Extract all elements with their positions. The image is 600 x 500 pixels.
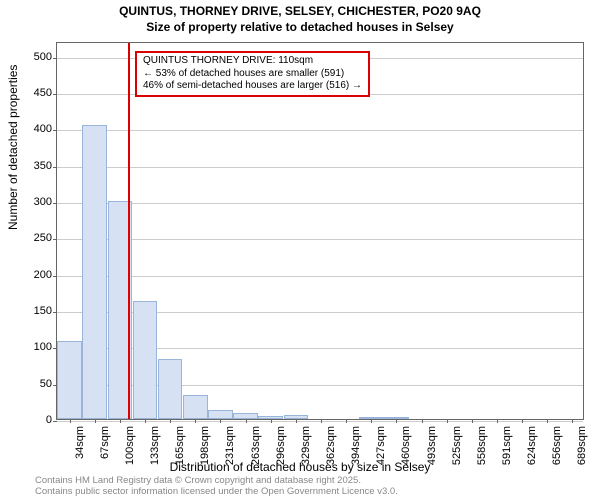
chart-title-sub: Size of property relative to detached ho… [0, 20, 600, 34]
xtick-label: 689sqm [576, 426, 588, 466]
annotation-line: QUINTUS THORNEY DRIVE: 110sqm [143, 55, 362, 68]
gridline [57, 130, 583, 131]
xtick-label: 67sqm [99, 426, 111, 466]
xtick-label: 460sqm [400, 426, 412, 466]
bar [133, 301, 158, 419]
gridline [57, 421, 583, 422]
ytick-label: 500 [34, 51, 52, 63]
ytick-label: 250 [34, 232, 52, 244]
annotation-line: ← 53% of detached houses are smaller (59… [143, 68, 362, 81]
ytick-label: 300 [34, 196, 52, 208]
gridline [57, 239, 583, 240]
xtick-label: 591sqm [501, 426, 513, 466]
bar [82, 125, 107, 419]
xtick-label: 133sqm [149, 426, 161, 466]
annotation-line: 46% of semi-detached houses are larger (… [143, 80, 362, 93]
chart-title-main: QUINTUS, THORNEY DRIVE, SELSEY, CHICHEST… [0, 4, 600, 18]
ytick-label: 0 [46, 414, 52, 426]
ytick-label: 450 [34, 87, 52, 99]
xtick-label: 296sqm [275, 426, 287, 466]
bar [57, 341, 82, 420]
xtick-label: 525sqm [451, 426, 463, 466]
y-axis-label: Number of detached properties [6, 65, 20, 230]
footer-line-2: Contains public sector information licen… [35, 487, 398, 498]
ytick-label: 200 [34, 269, 52, 281]
ytick-label: 50 [40, 378, 52, 390]
xtick-label: 394sqm [350, 426, 362, 466]
xtick-label: 329sqm [300, 426, 312, 466]
xtick-label: 427sqm [375, 426, 387, 466]
bar [158, 359, 183, 419]
xtick-label: 263sqm [250, 426, 262, 466]
property-marker-line [128, 43, 130, 419]
xtick-label: 165sqm [174, 426, 186, 466]
ytick-label: 150 [34, 305, 52, 317]
ytick-label: 350 [34, 160, 52, 172]
xtick-label: 493sqm [426, 426, 438, 466]
xtick-label: 362sqm [325, 426, 337, 466]
xtick-label: 656sqm [551, 426, 563, 466]
bar [183, 395, 208, 419]
gridline [57, 276, 583, 277]
gridline [57, 203, 583, 204]
ytick-label: 100 [34, 341, 52, 353]
bar [208, 410, 233, 419]
xtick-label: 100sqm [124, 426, 136, 466]
xtick-label: 624sqm [526, 426, 538, 466]
gridline [57, 167, 583, 168]
ytick-label: 400 [34, 123, 52, 135]
xtick-label: 558sqm [476, 426, 488, 466]
chart-plot-area: QUINTUS THORNEY DRIVE: 110sqm← 53% of de… [56, 42, 584, 420]
annotation-box: QUINTUS THORNEY DRIVE: 110sqm← 53% of de… [135, 51, 370, 97]
xtick-label: 34sqm [74, 426, 86, 466]
chart-footer: Contains HM Land Registry data © Crown c… [35, 476, 398, 498]
xtick-label: 231sqm [224, 426, 236, 466]
xtick-label: 198sqm [199, 426, 211, 466]
